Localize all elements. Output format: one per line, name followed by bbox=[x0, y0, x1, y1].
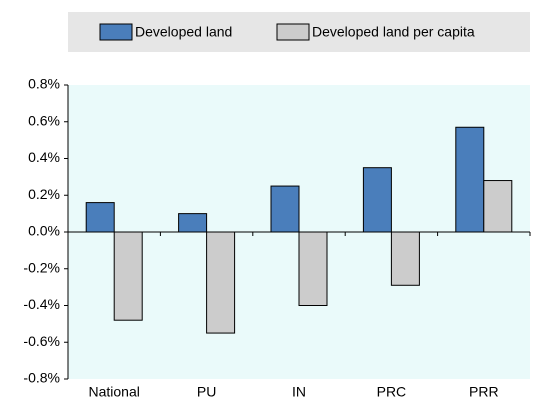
x-tick-label: PRR bbox=[469, 384, 499, 400]
y-tick-label: -0.8% bbox=[23, 370, 60, 386]
y-tick-label: -0.6% bbox=[23, 333, 60, 349]
bar bbox=[270, 185, 300, 233]
y-tick-label: 0.8% bbox=[28, 76, 60, 92]
legend-swatch bbox=[276, 23, 310, 41]
legend-label: Developed land per capita bbox=[312, 24, 475, 40]
x-tick-label: PRC bbox=[377, 384, 407, 400]
bar bbox=[390, 231, 420, 286]
bar bbox=[455, 126, 485, 233]
y-tick-label: -0.2% bbox=[23, 259, 60, 275]
legend-swatch bbox=[99, 23, 133, 41]
bar bbox=[206, 231, 236, 334]
x-tick-label: PU bbox=[197, 384, 216, 400]
y-tick-label: 0.4% bbox=[28, 149, 60, 165]
legend-label: Developed land bbox=[135, 24, 232, 40]
y-tick-label: 0.2% bbox=[28, 186, 60, 202]
x-tick-label: IN bbox=[292, 384, 306, 400]
bar bbox=[483, 180, 513, 233]
y-tick-label: -0.4% bbox=[23, 296, 60, 312]
bar bbox=[178, 213, 208, 233]
bar bbox=[113, 231, 143, 321]
x-tick-label: National bbox=[89, 384, 140, 400]
y-tick-label: 0.6% bbox=[28, 112, 60, 128]
bar bbox=[85, 202, 115, 233]
bar bbox=[362, 167, 392, 233]
y-tick-label: 0.0% bbox=[28, 223, 60, 239]
bar bbox=[298, 231, 328, 306]
